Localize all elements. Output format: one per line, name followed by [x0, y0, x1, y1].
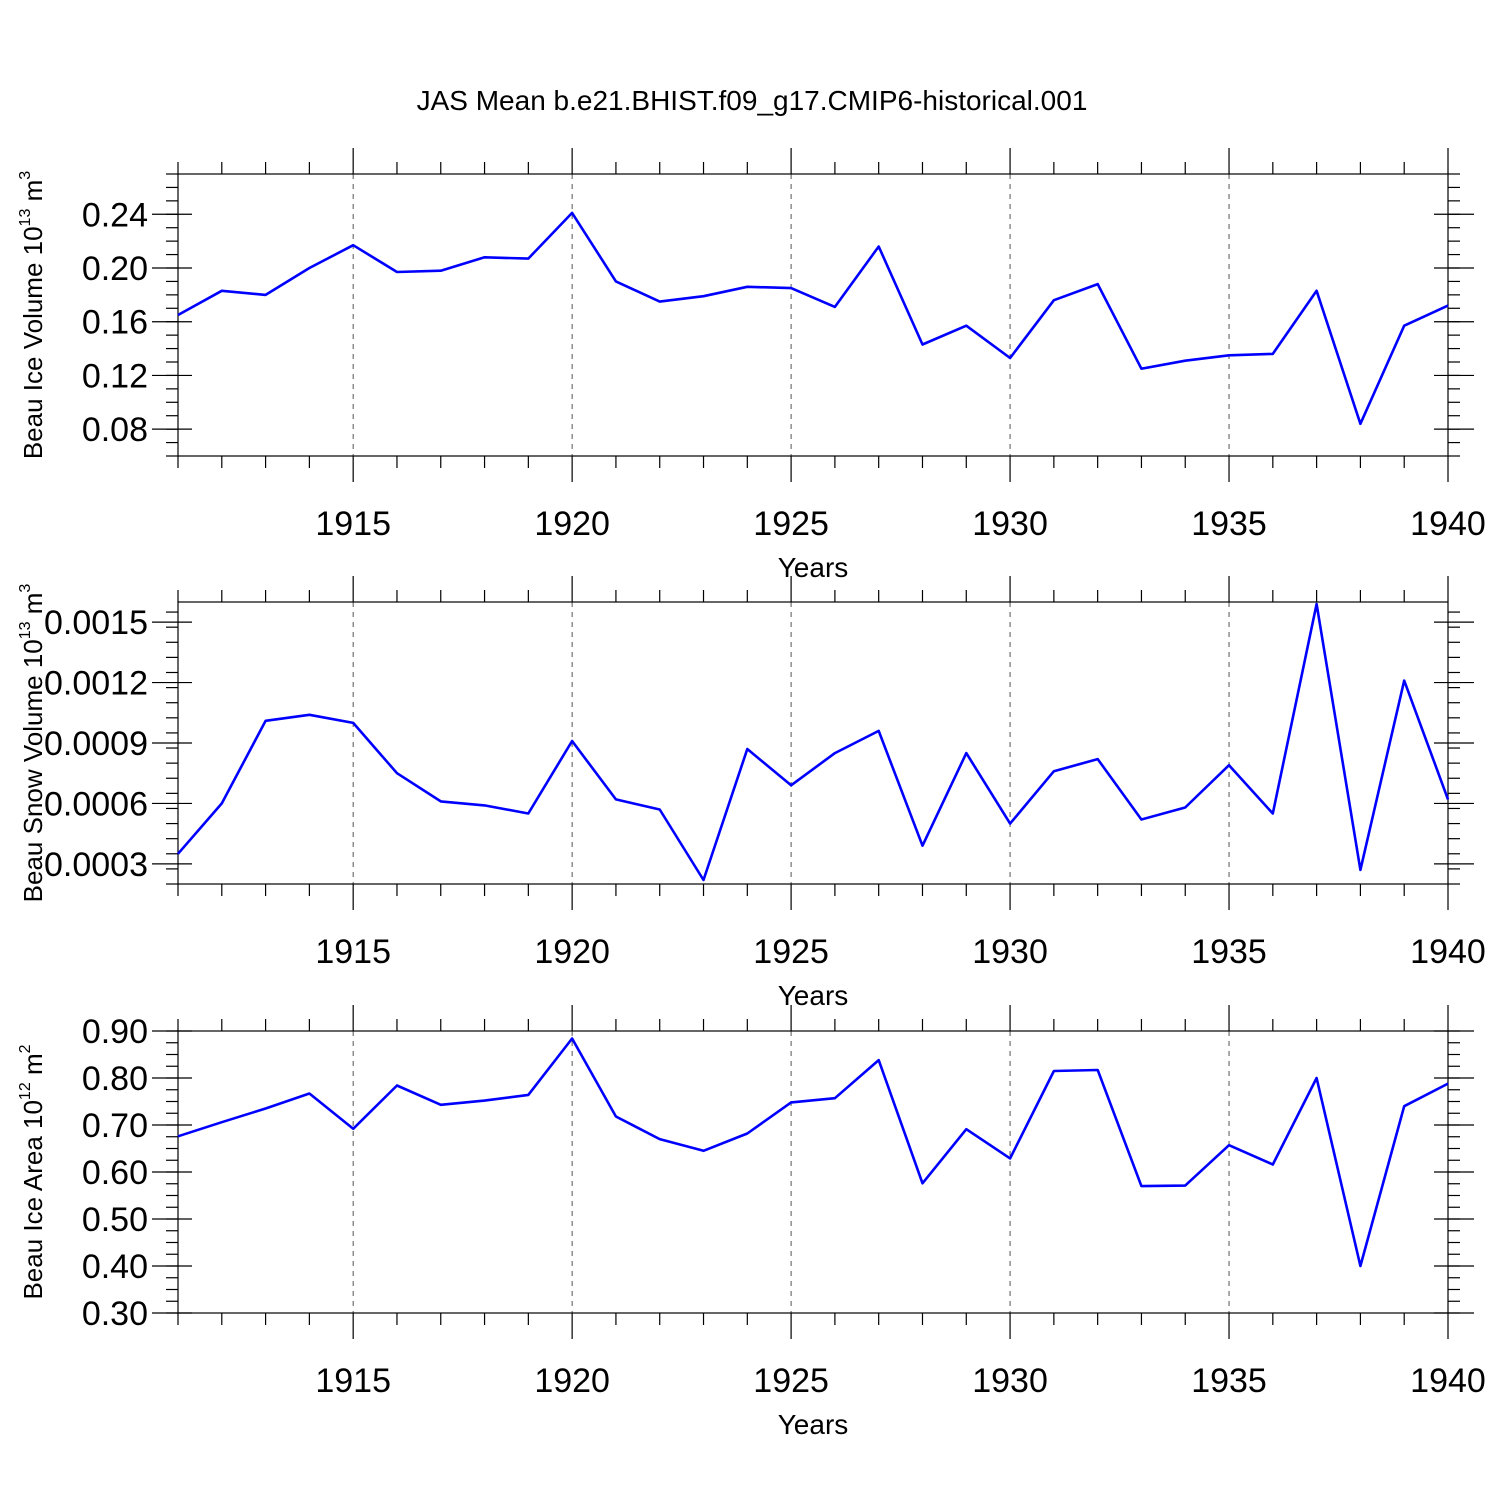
plot-frame: [177, 173, 1449, 457]
x-tick-label: 1925: [753, 505, 829, 543]
y-axis-title-unit-exponent: 3: [17, 584, 34, 593]
x-tick-label: 1940: [1410, 933, 1486, 971]
y-axis-title-unit: m: [18, 1053, 48, 1082]
x-tick-label: 1925: [753, 933, 829, 971]
x-tick-label: 1930: [972, 505, 1048, 543]
y-tick-label: 0.90: [82, 1013, 148, 1051]
panels: 0.08 0.12 0.16 0.20 0.24 1915 1920 1925 1930 1935…: [17, 148, 1486, 1440]
y-axis-title-exponent: 12: [17, 1082, 34, 1100]
y-tick-label: 0.0015: [44, 604, 148, 642]
y-axis-title-exponent: 13: [17, 621, 34, 639]
x-tick-label: 1940: [1410, 1362, 1486, 1400]
panel-snow-volume: 0.0003 0.0006 0.0009 0.0012 0.0015 1915 1920 19…: [17, 576, 1486, 1011]
y-tick-label: 0.0006: [44, 785, 148, 823]
series-line: [177, 602, 1450, 882]
plot-frame: [177, 1030, 1449, 1314]
chart-title: JAS Mean b.e21.BHIST.f09_g17.CMIP6-histo…: [417, 85, 1088, 116]
x-tick-label: 1930: [972, 933, 1048, 971]
x-tick-label: 1935: [1191, 933, 1267, 971]
x-axis-title: Years: [778, 1409, 849, 1440]
y-axis-title-main: Beau Snow Volume 10: [18, 639, 48, 902]
x-tick-label: 1915: [315, 505, 391, 543]
y-axis-title-unit-exponent: 3: [17, 171, 34, 180]
y-tick-label: 0.24: [82, 196, 148, 234]
panel-ice-area: 0.30 0.40 0.50 0.60 0.70 0.80 0.90 1915 1920 1925…: [17, 1005, 1486, 1440]
x-tick-label: 1920: [534, 505, 610, 543]
x-tick-label: 1920: [534, 1362, 610, 1400]
x-tick-label: 1915: [315, 933, 391, 971]
x-tick-label: 1915: [315, 1362, 391, 1400]
x-tick-label: 1930: [972, 1362, 1048, 1400]
y-tick-label: 0.0003: [44, 846, 148, 884]
y-axis-title: Beau Ice Volume 1013 m3: [17, 171, 48, 459]
y-axis-title-unit: m: [18, 593, 48, 622]
y-axis-title-main: Beau Ice Volume 10: [18, 226, 48, 459]
y-tick-label: 0.80: [82, 1060, 148, 1098]
y-tick-label: 0.70: [82, 1107, 148, 1145]
y-tick-label: 0.50: [82, 1201, 148, 1239]
y-tick-label: 0.0009: [44, 725, 148, 763]
y-axis-title-exponent: 13: [17, 209, 34, 227]
x-tick-label: 1920: [534, 933, 610, 971]
plot-frame: [177, 601, 1449, 885]
y-axis-title-unit: m: [18, 180, 48, 209]
x-tick-label: 1935: [1191, 1362, 1267, 1400]
y-tick-label: 0.08: [82, 411, 148, 449]
y-tick-label: 0.30: [82, 1295, 148, 1333]
y-axis-title: Beau Ice Area 1012 m2: [17, 1044, 48, 1299]
x-tick-label: 1940: [1410, 505, 1486, 543]
y-tick-label: 0.60: [82, 1154, 148, 1192]
x-axis-title: Years: [778, 552, 849, 583]
y-tick-label: 0.20: [82, 250, 148, 288]
y-tick-label: 0.0012: [44, 665, 148, 703]
y-tick-label: 0.40: [82, 1248, 148, 1286]
x-axis-title: Years: [778, 980, 849, 1011]
y-axis-title-unit-exponent: 2: [17, 1044, 34, 1053]
y-tick-label: 0.16: [82, 304, 148, 342]
x-tick-label: 1925: [753, 1362, 829, 1400]
y-axis-title: Beau Snow Volume 1013 m3: [17, 584, 48, 903]
panel-ice-volume: 0.08 0.12 0.16 0.20 0.24 1915 1920 1925 1930 1935…: [17, 148, 1486, 583]
y-tick-label: 0.12: [82, 357, 148, 395]
series-line: [177, 211, 1449, 426]
x-tick-label: 1935: [1191, 505, 1267, 543]
series-line: [177, 1037, 1449, 1268]
y-axis-title-main: Beau Ice Area 10: [18, 1100, 48, 1299]
